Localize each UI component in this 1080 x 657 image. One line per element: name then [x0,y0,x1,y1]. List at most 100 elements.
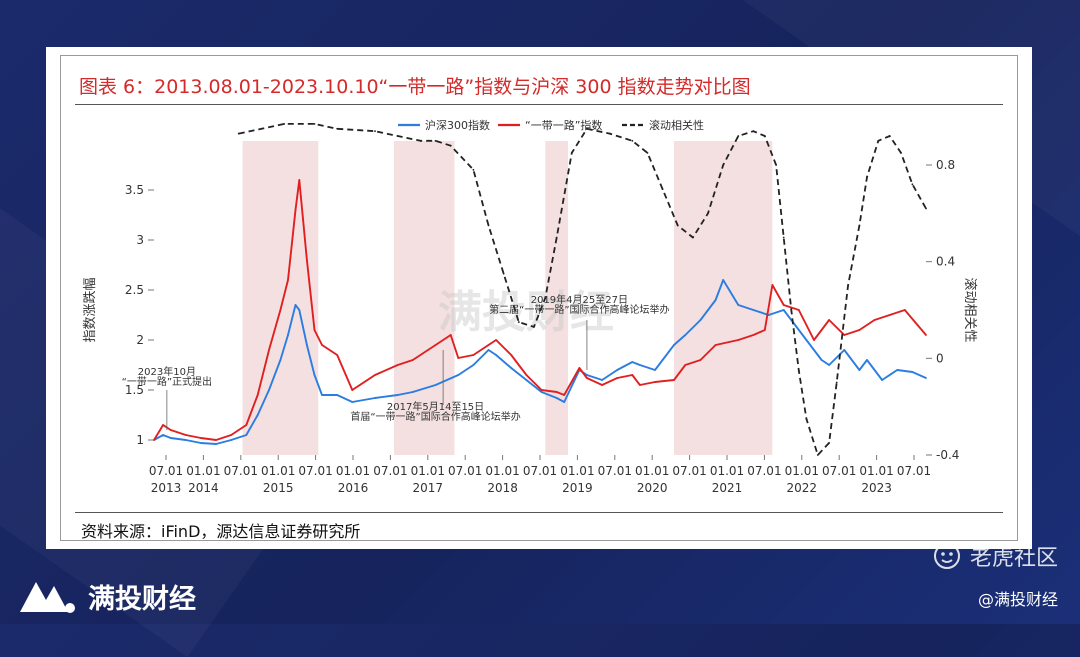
belt-road-series-point [279,309,282,311]
belt-road-series-point [858,329,861,331]
hs300-series-point [525,379,528,381]
line-chart: 满投财经 1 1.5 2 2.5 3 3.5 -0.4 0 0.4 0.8 指数涨跌幅 滚动相关性 07.… [82,118,978,495]
rolling-correlation-series-point [790,309,793,311]
rolling-correlation-series-point [707,212,709,215]
hs300-series-point [586,374,588,376]
x-tick-label: 07.01 [672,464,706,478]
hs300-series-point [639,364,641,366]
left-axis-title: 指数涨跌幅 [82,277,98,342]
rolling-correlation-series-point [816,454,819,456]
belt-road-series-point [601,384,603,386]
belt-road-series-point [287,279,289,281]
rolling-correlation-series-point [555,236,558,239]
belt-road-series-point [699,359,702,361]
hs300-series-point [752,309,755,311]
x-tick-label: 01.01 [336,464,370,478]
community-badge: 老虎社区 [932,540,1058,572]
belt-road-series-point [540,389,543,391]
left-tick-label: 3 [136,233,144,247]
x-tick-label: 07.01 [373,464,407,478]
watermark-text: 满投财经 [438,287,614,338]
hs300-series-point [294,304,297,306]
rolling-correlation-series-point [283,123,286,125]
hs300-series-point [487,349,490,351]
hs300-series-point [714,299,717,301]
left-tick-label: 1.5 [125,383,144,397]
legend-label: 沪深300指数 [425,118,490,132]
belt-road-series-point [639,384,641,386]
belt-road-series-point [873,319,876,321]
rolling-correlation-series-point [646,152,649,154]
belt-road-series-point [215,439,217,441]
belt-road-series-point [313,329,316,331]
x-tick-label: 07.01 [598,464,632,478]
hs300-series-point [925,377,927,379]
belt-road-series-point [771,284,774,286]
x-tick-label: 07.01 [822,464,856,478]
belt-road-series-point [374,374,376,376]
belt-road-series-point [525,374,528,376]
hs300-series-point [215,443,217,445]
rolling-correlation-series-point [260,127,263,130]
shaded-period [673,141,773,455]
rolling-correlation-series-point [775,164,778,166]
left-tick-label: 1 [136,433,144,447]
shaded-period [545,141,569,455]
belt-road-series-point [828,319,831,321]
rolling-correlation-series-point [419,139,422,142]
belt-road-series-point [925,334,927,336]
belt-road-series-point [169,429,172,431]
belt-road-series-point [184,434,187,436]
shaded-period [242,141,319,455]
belt-road-series-point [578,367,581,369]
belt-road-series-point [256,394,259,396]
x-tick-label: 07.01 [897,464,931,478]
belt-road-series-point [351,389,354,391]
belt-road-series-point [245,424,248,426]
rolling-correlation-series-point [835,381,838,384]
belt-road-series-point [298,179,301,181]
annotation-text: 首届“一带一路”国际合作高峰论坛举办 [350,410,520,423]
belt-road-series-point [616,377,619,379]
community-name: 老虎社区 [969,546,1058,571]
rolling-correlation-series-point [828,442,831,444]
belt-road-series-point [555,391,558,393]
belt-road-series-point [230,434,233,436]
belt-road-series-point [396,364,399,366]
belt-road-series-point [673,379,675,381]
source-note: 资料来源：iFinD，源达信息证券研究所 [81,522,361,541]
hs300-series-point [396,394,399,396]
hs300-series-point [245,434,248,436]
rolling-correlation-series-point [847,284,849,287]
brand-logo-icon [20,582,75,613]
hs300-series-point [268,389,270,391]
hs300-series-point [601,379,603,381]
tiger-icon [933,543,960,569]
annotation-text: 2017年5月14至15日 [387,400,484,413]
rolling-correlation-series-point [763,135,766,137]
belt-road-series-point [782,304,785,306]
legend-label: 滚动相关性 [649,118,704,132]
hs300-series-point [684,334,687,336]
rolling-correlation-series-point [586,127,588,130]
x-tick-year-label: 2019 [562,481,593,495]
belt-road-series-point [797,309,800,311]
hs300-series-point [305,344,308,346]
belt-road-series-point [631,374,634,376]
hs300-series-point [336,394,339,396]
rolling-correlation-series-point [487,224,490,227]
x-tick-year-label: 2016 [338,481,369,495]
hs300-series-point [563,401,566,403]
belt-road-series-point [200,437,202,439]
x-tick-year-label: 2020 [637,481,668,495]
x-tick-year-label: 2015 [263,481,294,495]
right-tick-label: 0.8 [936,158,955,172]
x-tick-label: 07.01 [224,464,258,478]
belt-road-series-point [411,359,414,361]
right-tick-label: 0.4 [936,255,955,269]
rolling-correlation-series-point [631,139,634,142]
annotation-text: “一带一路”正式提出 [122,375,212,388]
rolling-correlation-series-point [517,321,520,323]
hs300-series-point [287,334,289,336]
hs300-series-point [162,434,164,436]
